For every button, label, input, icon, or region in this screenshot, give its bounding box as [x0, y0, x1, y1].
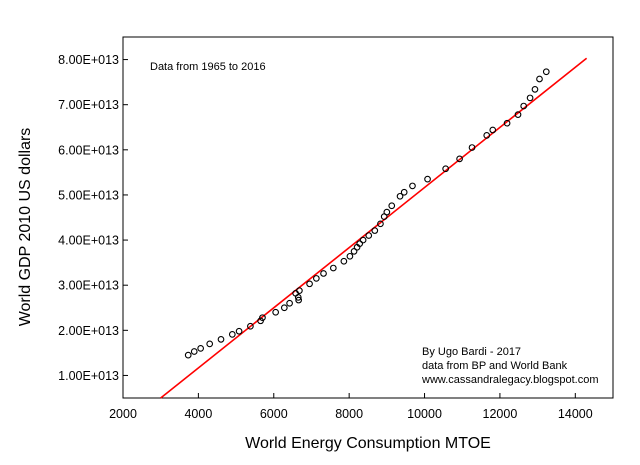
- x-tick-label: 10000: [407, 407, 442, 421]
- y-tick-label: 2.00E+013: [58, 324, 119, 338]
- data-point: [329, 264, 337, 272]
- data-point: [377, 220, 384, 228]
- data-point: [365, 232, 373, 239]
- data-point: [280, 304, 288, 312]
- data-point: [409, 182, 416, 190]
- data-point: [272, 308, 280, 316]
- data-point: [306, 280, 313, 288]
- data-point: [247, 322, 254, 330]
- data-point: [346, 252, 354, 260]
- data-point: [235, 327, 243, 335]
- data-point: [542, 68, 550, 76]
- data-point: [503, 119, 511, 127]
- y-tick-label: 6.00E+013: [58, 143, 119, 157]
- y-tick-label: 1.00E+013: [58, 369, 119, 383]
- data-point: [313, 275, 320, 282]
- data-point: [217, 335, 225, 343]
- y-tick-label: 5.00E+013: [58, 188, 119, 202]
- annotation-credit-source: data from BP and World Bank: [422, 360, 568, 372]
- y-axis-title: World GDP 2010 US dollars: [17, 128, 34, 327]
- data-point: [340, 257, 348, 265]
- x-axis-title: World Energy Consumption MTOE: [245, 435, 491, 452]
- x-tick-label: 4000: [184, 407, 212, 421]
- data-point: [520, 102, 528, 110]
- data-point: [514, 111, 522, 118]
- data-point: [296, 287, 303, 294]
- data-point: [184, 351, 192, 359]
- data-point: [228, 331, 236, 338]
- x-tick-label: 14000: [558, 407, 593, 421]
- data-point: [456, 155, 463, 163]
- data-point: [359, 236, 367, 244]
- data-point: [536, 75, 543, 83]
- x-tick-label: 2000: [109, 407, 137, 421]
- data-point: [295, 296, 302, 304]
- data-point: [396, 192, 404, 200]
- y-tick-label: 3.00E+013: [58, 279, 119, 293]
- annotation-credit-url: www.cassandralegacy.blogspot.com: [421, 374, 599, 386]
- scatter-points: [184, 68, 550, 359]
- data-point: [294, 294, 302, 301]
- data-point: [442, 165, 449, 173]
- data-point: [356, 240, 364, 248]
- data-point: [424, 175, 431, 183]
- data-point: [259, 314, 266, 322]
- data-point: [526, 94, 534, 102]
- data-point: [286, 299, 293, 307]
- data-point: [197, 345, 204, 352]
- data-point: [468, 144, 476, 151]
- data-point: [206, 340, 214, 348]
- data-point: [383, 208, 391, 216]
- annotation-data-range: Data from 1965 to 2016: [150, 61, 266, 73]
- x-tick-label: 8000: [335, 407, 363, 421]
- y-tick-label: 8.00E+013: [58, 53, 119, 67]
- data-point: [489, 126, 497, 134]
- y-tick-label: 4.00E+013: [58, 234, 119, 248]
- data-point: [483, 132, 491, 139]
- data-point: [388, 202, 396, 210]
- x-tick-label: 6000: [260, 407, 288, 421]
- data-point: [400, 188, 408, 196]
- data-point: [190, 348, 198, 355]
- x-axis-ticks: 2000 4000 6000 8000 10000 12000 14000: [109, 393, 593, 421]
- y-tick-label: 7.00E+013: [58, 98, 119, 112]
- data-point: [320, 270, 327, 277]
- annotation-credit-author: By Ugo Bardi - 2017: [422, 346, 521, 358]
- data-point: [531, 85, 539, 93]
- x-tick-label: 12000: [483, 407, 518, 421]
- plot-frame: [122, 36, 614, 399]
- data-point: [371, 227, 379, 234]
- y-axis-ticks: 1.00E+013 2.00E+013 3.00E+013 4.00E+013 5.00…: [58, 53, 128, 383]
